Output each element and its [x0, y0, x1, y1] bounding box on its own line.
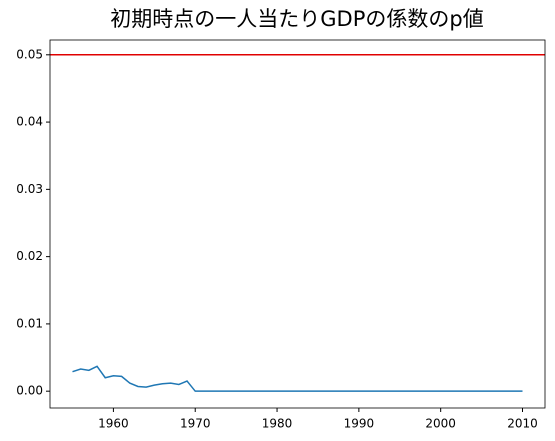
x-tick-label: 2000 [425, 417, 456, 431]
chart-title: 初期時点の一人当たりGDPの係数のp値 [110, 7, 483, 31]
y-tick-label: 0.03 [16, 182, 43, 196]
y-tick-label: 0.04 [16, 115, 43, 129]
y-tick-label: 0.02 [16, 249, 43, 263]
x-tick-label: 2010 [507, 417, 538, 431]
x-tick-label: 1970 [180, 417, 211, 431]
x-tick-label: 1980 [262, 417, 293, 431]
x-tick-label: 1990 [344, 417, 375, 431]
data-line [72, 365, 523, 392]
x-tick-label: 1960 [98, 417, 129, 431]
plot-frame [49, 39, 546, 409]
y-tick-label: 0.05 [16, 47, 43, 61]
y-tick-label: 0.00 [16, 384, 43, 398]
y-tick-label: 0.01 [16, 316, 43, 330]
